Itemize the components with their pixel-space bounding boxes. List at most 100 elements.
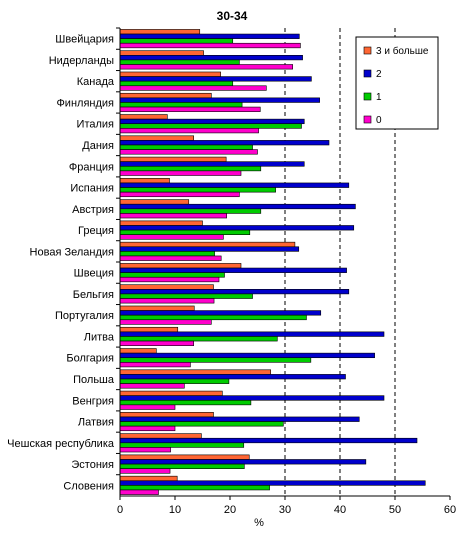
bar	[119, 263, 242, 269]
bar	[119, 114, 168, 120]
bar	[119, 92, 212, 99]
bar	[119, 29, 201, 35]
category-labels: Швейцария Нидерланды Канада Финляндия Италия…	[7, 34, 115, 493]
bar	[119, 348, 157, 354]
bar	[119, 485, 270, 491]
bar	[119, 191, 240, 198]
bar	[119, 135, 194, 141]
bar	[119, 187, 276, 193]
bar	[119, 289, 350, 295]
category-label: Болгария	[66, 353, 114, 365]
category-label: Канада	[77, 76, 115, 88]
category-label: Нидерланды	[49, 55, 114, 67]
bar	[119, 140, 330, 146]
bar	[119, 362, 191, 368]
category-label: Литва	[84, 331, 115, 343]
category-label: Греция	[78, 225, 114, 237]
bar	[119, 395, 385, 401]
bar	[119, 251, 215, 257]
category-label: Польша	[73, 374, 115, 386]
bar	[119, 425, 176, 432]
category-label: Словения	[63, 480, 114, 492]
bar	[119, 331, 385, 337]
bar	[119, 225, 355, 231]
legend-label: 0	[376, 115, 382, 126]
category-label: Испания	[70, 183, 114, 195]
bar	[119, 178, 170, 184]
bar	[119, 310, 322, 316]
bar	[119, 374, 346, 380]
bar	[119, 213, 227, 219]
legend-swatch	[363, 92, 372, 101]
x-tick-label: 50	[389, 504, 401, 516]
legend-label: 1	[376, 92, 382, 103]
bar	[119, 272, 225, 278]
bar	[119, 326, 179, 333]
category-label: Франция	[69, 161, 114, 173]
x-tick-label: 0	[117, 504, 123, 516]
bar	[119, 489, 159, 495]
bar	[119, 33, 300, 39]
bar	[119, 199, 190, 205]
legend-swatch	[363, 46, 372, 55]
category-label: Швеция	[74, 268, 114, 280]
category-label: Швейцария	[55, 34, 114, 46]
x-tick-labels: 0 10 20 30 40 50 60	[117, 504, 456, 516]
bar	[119, 284, 214, 290]
legend-label: 3 и больше	[376, 45, 429, 57]
legend-swatch	[363, 69, 372, 78]
bar	[119, 459, 367, 465]
x-tick-label: 60	[444, 504, 456, 516]
bar	[119, 246, 300, 252]
bar	[119, 442, 245, 448]
bar	[119, 97, 320, 103]
bar	[119, 50, 204, 56]
bar	[119, 118, 305, 125]
x-tick-label: 30	[279, 504, 291, 516]
bar	[119, 267, 347, 273]
bar	[119, 352, 375, 359]
bar	[119, 241, 296, 248]
bar	[119, 433, 202, 439]
bar	[119, 293, 253, 299]
bar	[119, 475, 178, 482]
bar	[119, 399, 252, 406]
category-label: Дания	[82, 140, 114, 152]
bar	[119, 123, 302, 129]
bar	[119, 64, 293, 70]
category-label: Новая Зеландия	[30, 246, 114, 258]
category-label: Венгрия	[72, 395, 114, 407]
category-label: Чешская республика	[7, 438, 115, 450]
bar	[119, 220, 203, 226]
bar	[119, 463, 245, 469]
bar	[119, 298, 215, 304]
bar	[119, 229, 251, 235]
bar	[119, 59, 240, 65]
legend: 3 и больше 2 1 0	[355, 36, 439, 130]
bar	[119, 156, 227, 162]
legend-swatch	[363, 115, 372, 124]
bar	[119, 412, 214, 418]
bar	[119, 144, 253, 150]
bar	[119, 208, 262, 214]
bar	[119, 369, 271, 375]
bar	[119, 480, 426, 486]
bar	[119, 76, 312, 82]
bar	[119, 437, 418, 444]
bar	[119, 421, 284, 427]
bar	[119, 378, 230, 384]
category-label: Бельгия	[73, 289, 114, 301]
bar	[119, 454, 250, 460]
axes-layer	[116, 27, 451, 500]
bar	[119, 357, 312, 363]
legend-label: 2	[376, 69, 382, 80]
bar	[119, 80, 234, 87]
category-label: Эстония	[71, 459, 114, 471]
bar	[119, 447, 171, 453]
bar	[119, 161, 305, 167]
bar	[119, 314, 307, 321]
bar	[119, 383, 185, 389]
bar	[119, 182, 350, 188]
